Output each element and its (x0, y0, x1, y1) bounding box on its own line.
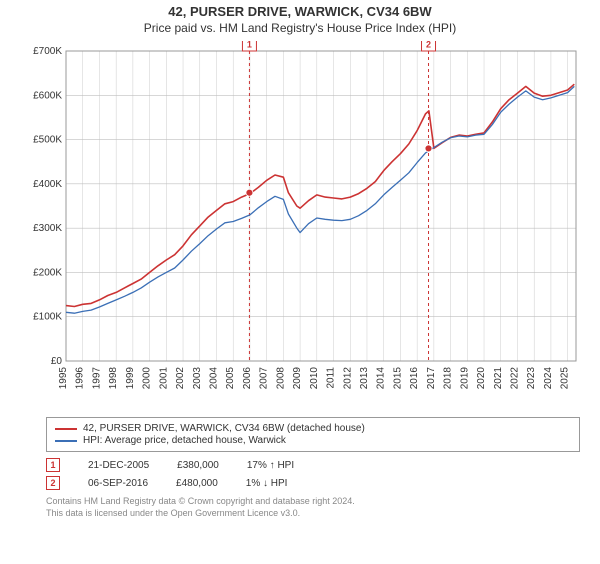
svg-text:1998: 1998 (108, 367, 119, 390)
legend-label: HPI: Average price, detached house, Warw… (83, 435, 286, 446)
footer: Contains HM Land Registry data © Crown c… (46, 496, 580, 519)
transaction-marker: 1 (46, 458, 60, 472)
svg-text:1997: 1997 (91, 367, 102, 390)
transaction-delta: 17% ↑ HPI (247, 460, 294, 471)
svg-text:2004: 2004 (208, 367, 219, 390)
svg-text:2018: 2018 (443, 367, 454, 390)
svg-text:2011: 2011 (326, 367, 337, 389)
transaction-delta: 1% ↓ HPI (246, 478, 288, 489)
transaction-price: £480,000 (176, 478, 218, 489)
svg-text:2022: 2022 (509, 367, 520, 390)
svg-text:1999: 1999 (125, 367, 136, 390)
svg-text:2009: 2009 (292, 367, 303, 390)
svg-text:£500K: £500K (33, 135, 62, 146)
page-title: 42, PURSER DRIVE, WARWICK, CV34 6BW (0, 4, 600, 19)
transactions-table: 1 21-DEC-2005 £380,000 17% ↑ HPI 2 06-SE… (46, 458, 580, 490)
transaction-marker: 2 (46, 476, 60, 490)
svg-text:2010: 2010 (309, 367, 320, 390)
svg-text:2012: 2012 (342, 367, 353, 390)
footer-line: This data is licensed under the Open Gov… (46, 508, 580, 520)
svg-text:2016: 2016 (409, 367, 420, 390)
svg-text:2019: 2019 (459, 367, 470, 390)
transaction-date: 06-SEP-2016 (88, 478, 148, 489)
svg-text:2013: 2013 (359, 367, 370, 390)
svg-text:2025: 2025 (560, 367, 571, 390)
svg-text:2005: 2005 (225, 367, 236, 390)
svg-text:2001: 2001 (158, 367, 169, 390)
transaction-row: 2 06-SEP-2016 £480,000 1% ↓ HPI (46, 476, 580, 490)
svg-text:2020: 2020 (476, 367, 487, 390)
chart-svg: £0 £100K £200K £300K £400K £500K £600K £700K 199… (20, 41, 580, 411)
page-subtitle: Price paid vs. HM Land Registry's House … (0, 21, 600, 35)
svg-text:2023: 2023 (526, 367, 537, 390)
footer-line: Contains HM Land Registry data © Crown c… (46, 496, 580, 508)
svg-text:1: 1 (247, 41, 252, 50)
svg-text:£300K: £300K (33, 223, 62, 234)
svg-text:2007: 2007 (259, 367, 270, 390)
svg-text:£100K: £100K (33, 312, 62, 323)
legend-item-property: 42, PURSER DRIVE, WARWICK, CV34 6BW (det… (55, 423, 571, 434)
legend-item-hpi: HPI: Average price, detached house, Warw… (55, 435, 571, 446)
svg-text:2006: 2006 (242, 367, 253, 390)
transaction-price: £380,000 (177, 460, 219, 471)
svg-text:2015: 2015 (392, 367, 403, 390)
svg-text:2000: 2000 (142, 367, 153, 390)
legend: 42, PURSER DRIVE, WARWICK, CV34 6BW (det… (46, 417, 580, 452)
svg-text:2: 2 (426, 41, 431, 50)
svg-text:2003: 2003 (192, 367, 203, 390)
svg-text:£600K: £600K (33, 90, 62, 101)
svg-text:£700K: £700K (33, 46, 62, 57)
svg-text:2002: 2002 (175, 367, 186, 390)
svg-text:2017: 2017 (426, 367, 437, 390)
svg-text:2014: 2014 (376, 367, 387, 390)
svg-text:£0: £0 (51, 356, 63, 367)
svg-text:2008: 2008 (275, 367, 286, 390)
transaction-date: 21-DEC-2005 (88, 460, 149, 471)
transaction-row: 1 21-DEC-2005 £380,000 17% ↑ HPI (46, 458, 580, 472)
svg-text:2021: 2021 (493, 367, 504, 390)
title-block: 42, PURSER DRIVE, WARWICK, CV34 6BW Pric… (0, 4, 600, 35)
svg-text:£400K: £400K (33, 179, 62, 190)
svg-text:1995: 1995 (58, 367, 69, 390)
svg-text:2024: 2024 (543, 367, 554, 390)
svg-text:1996: 1996 (75, 367, 86, 390)
legend-swatch (55, 440, 77, 442)
legend-label: 42, PURSER DRIVE, WARWICK, CV34 6BW (det… (83, 423, 365, 434)
chart: £0 £100K £200K £300K £400K £500K £600K £700K 199… (20, 41, 580, 411)
svg-text:£200K: £200K (33, 267, 62, 278)
legend-swatch (55, 428, 77, 430)
